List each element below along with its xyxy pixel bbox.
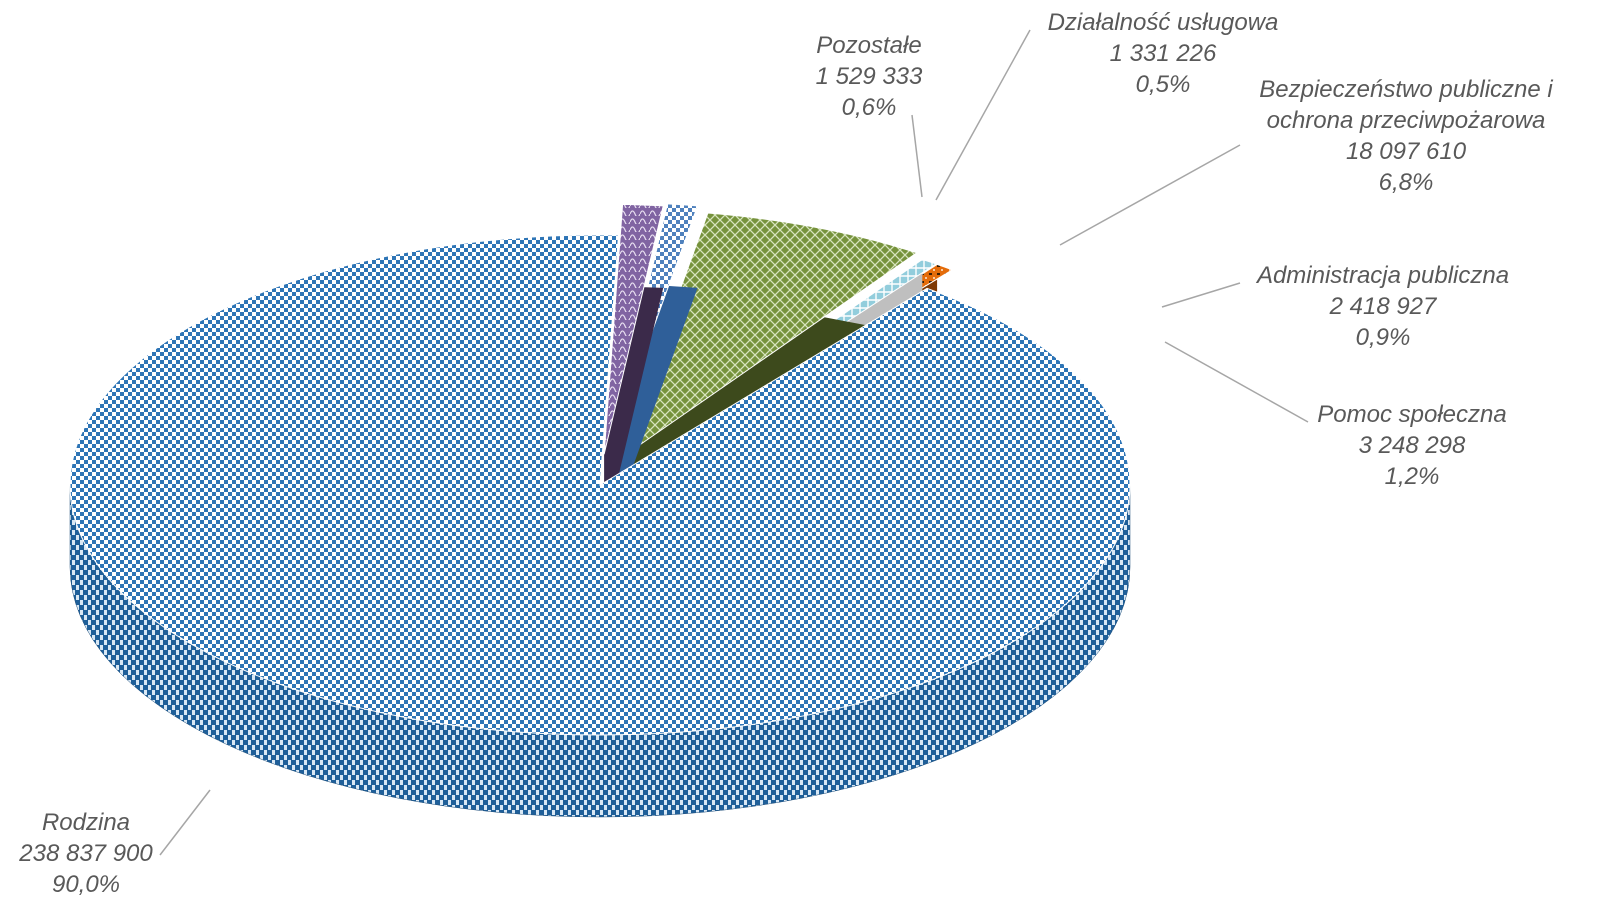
data-label-value: 1 331 226 [1110, 40, 1217, 67]
pie-slice-side-pomoc-spoleczna [604, 204, 664, 537]
data-label-administracja-publiczna: Administracja publiczna 2 418 927 0,9% [1255, 262, 1509, 351]
data-label-value: 18 097 610 [1346, 138, 1467, 165]
pie-slice-top-pomoc-spoleczna [603, 203, 664, 455]
data-label-name: Działalność usługowa [1048, 9, 1279, 36]
leader-lines [159, 29, 1309, 856]
pie-slices [69, 203, 1131, 818]
leader-line-dzialalnosc-uslugowa [935, 29, 1031, 201]
data-label-name: Administracja publiczna [1255, 262, 1509, 289]
leader-line-bezpieczenstwo-publiczne-i-ochrona-przeciwpozarowa [1059, 144, 1241, 246]
data-label-percent: 90,0% [52, 871, 120, 898]
data-label-bezpieczenstwo-publiczne-i-ochrona-przeciwpozarowa: Bezpieczeństwo publiczne i ochrona przeci… [1259, 76, 1553, 196]
data-label-percent: 0,9% [1356, 324, 1411, 351]
data-label-name: Pozostałe [816, 32, 921, 59]
data-label-name: Bezpieczeństwo publiczne i [1259, 76, 1553, 103]
pie-slice-rodzina [69, 234, 1131, 818]
data-label-name: ochrona przeciwpożarowa [1267, 107, 1546, 134]
data-label-name: Rodzina [42, 809, 130, 836]
pie-slice-top-rodzina [69, 234, 1131, 736]
leader-line-pozostale [911, 114, 923, 198]
leader-line-rodzina [159, 789, 211, 856]
pie-slice-pomoc-spoleczna [603, 203, 664, 537]
data-label-rodzina: Rodzina 238 837 900 90,0% [18, 809, 153, 898]
data-label-value: 3 248 298 [1359, 432, 1466, 459]
pie-slice-top-bezpieczenstwo-publiczne-i-ochrona-przeciwpozarowa [617, 212, 918, 461]
data-label-percent: 6,8% [1379, 169, 1434, 196]
data-label-percent: 0,6% [842, 94, 897, 121]
data-label-dzialalnosc-uslugowa: Działalność usługowa 1 331 226 0,5% [1048, 9, 1279, 98]
data-label-pozostale: Pozostałe 1 529 333 0,6% [816, 32, 923, 121]
pie-slice-side-administracja-publiczna [608, 203, 698, 535]
leader-line-administracja-publiczna [1161, 282, 1241, 308]
data-label-value: 238 837 900 [18, 840, 153, 867]
data-label-percent: 0,5% [1136, 71, 1191, 98]
data-labels: Rodzina 238 837 900 90,0% Pomoc społeczna 3 … [18, 9, 1553, 898]
data-label-value: 1 529 333 [816, 63, 923, 90]
data-label-name: Pomoc społeczna [1317, 401, 1506, 428]
data-label-percent: 1,2% [1385, 463, 1440, 490]
data-label-value: 2 418 927 [1329, 293, 1438, 320]
leader-line-pomoc-spoleczna [1164, 341, 1309, 423]
data-label-pomoc-spoleczna: Pomoc społeczna 3 248 298 1,2% [1317, 401, 1506, 490]
